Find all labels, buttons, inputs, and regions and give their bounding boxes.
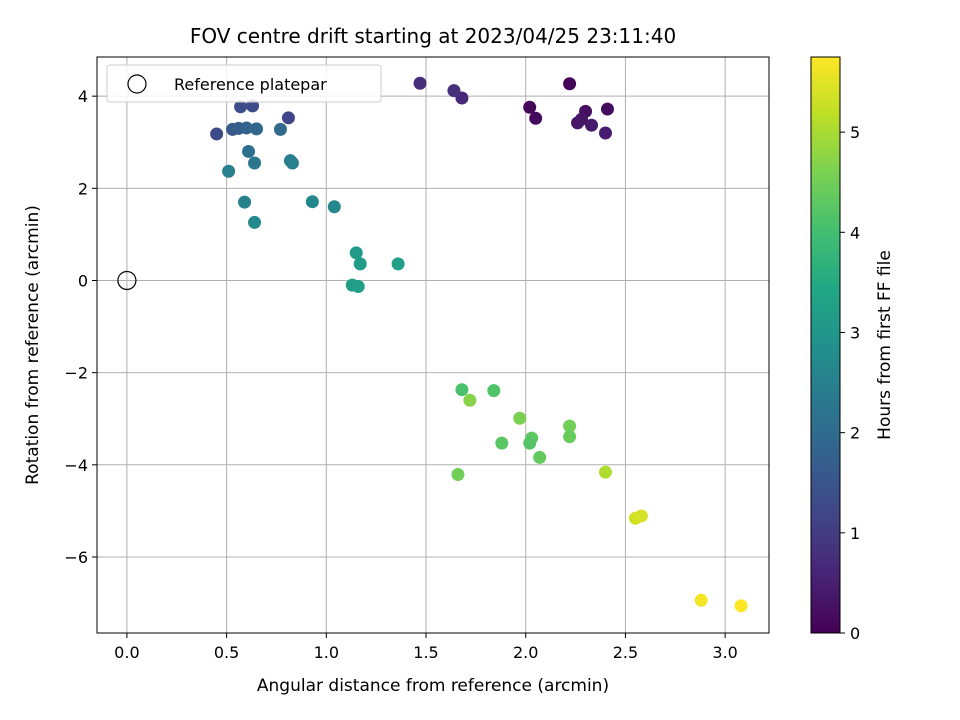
y-tick-label: 2 xyxy=(78,179,88,198)
data-point xyxy=(694,593,708,607)
x-tick-label: 1.0 xyxy=(314,643,339,662)
data-point xyxy=(451,467,465,481)
data-point xyxy=(353,257,367,271)
data-point xyxy=(598,126,612,140)
chart-title: FOV centre drift starting at 2023/04/25 … xyxy=(190,24,676,48)
y-tick-label: 0 xyxy=(78,271,88,290)
x-tick-label: 3.0 xyxy=(712,643,737,662)
data-point xyxy=(250,122,264,136)
x-tick-label: 2.5 xyxy=(613,643,638,662)
x-axis-ticks: 0.0 0.5 1.0 1.5 2.0 2.5 3.0 xyxy=(114,633,738,662)
data-point xyxy=(634,509,648,523)
data-point xyxy=(563,430,577,444)
data-point xyxy=(246,99,260,113)
reference-marker xyxy=(117,270,137,291)
data-point xyxy=(351,279,365,293)
data-point xyxy=(533,450,547,464)
data-point xyxy=(281,111,295,125)
data-point xyxy=(305,195,319,209)
legend-marker-reference xyxy=(127,74,147,94)
data-point xyxy=(523,436,537,450)
x-tick-label: 1.5 xyxy=(413,643,438,662)
data-point xyxy=(273,122,287,136)
data-point xyxy=(523,100,537,114)
data-points xyxy=(210,76,748,613)
gridlines xyxy=(97,57,769,633)
colorbar-label: Hours from first FF file xyxy=(875,250,895,440)
data-point xyxy=(285,156,299,170)
y-tick-label: 4 xyxy=(78,87,88,106)
colorbar-tick-label: 5 xyxy=(850,123,860,142)
data-point xyxy=(210,127,224,141)
y-axis-ticks: −6 −4 −2 0 2 4 xyxy=(64,87,97,567)
data-point xyxy=(495,436,509,450)
colorbar-tick-label: 1 xyxy=(850,524,860,543)
data-point xyxy=(327,200,341,214)
x-tick-label: 0.5 xyxy=(214,643,239,662)
data-point xyxy=(391,257,405,271)
data-point xyxy=(222,164,236,178)
data-point xyxy=(455,383,469,397)
data-point xyxy=(600,102,614,116)
data-point xyxy=(734,599,748,613)
legend: Reference platepar xyxy=(106,64,382,103)
colorbar-tick-label: 3 xyxy=(850,323,860,342)
legend-label-reference: Reference platepar xyxy=(174,75,327,94)
data-point xyxy=(463,393,477,407)
colorbar-tick-label: 2 xyxy=(850,424,860,443)
data-point xyxy=(234,100,248,114)
colorbar-ticks: 0 1 2 3 4 5 xyxy=(840,123,860,643)
data-point xyxy=(242,144,256,158)
y-tick-label: −2 xyxy=(64,364,88,383)
data-point xyxy=(487,384,501,398)
data-point xyxy=(571,116,585,130)
x-tick-label: 2.0 xyxy=(513,643,538,662)
colorbar-gradient xyxy=(810,56,841,634)
plot-area-frame xyxy=(96,56,770,634)
data-point xyxy=(563,77,577,91)
y-tick-label: −4 xyxy=(64,456,88,475)
colorbar-tick-label: 0 xyxy=(850,624,860,643)
data-point xyxy=(529,111,543,125)
data-point xyxy=(240,121,254,135)
data-point xyxy=(349,246,363,260)
legend-box xyxy=(106,64,382,103)
data-point xyxy=(248,215,262,229)
y-axis-label: Rotation from reference (arcmin) xyxy=(23,205,43,485)
data-point xyxy=(513,411,527,425)
y-tick-label: −6 xyxy=(64,548,88,567)
colorbar: 0 1 2 3 4 5 Hours from first FF file xyxy=(810,56,895,643)
data-point xyxy=(248,156,262,170)
x-tick-label: 0.0 xyxy=(114,643,139,662)
data-point xyxy=(413,76,427,90)
reference-point xyxy=(117,270,137,291)
data-point xyxy=(447,84,461,98)
data-point xyxy=(585,118,599,132)
colorbar-tick-label: 4 xyxy=(850,223,860,242)
data-point xyxy=(238,195,252,209)
data-point xyxy=(598,465,612,479)
x-axis-label: Angular distance from reference (arcmin) xyxy=(257,676,609,696)
data-point xyxy=(563,419,577,433)
